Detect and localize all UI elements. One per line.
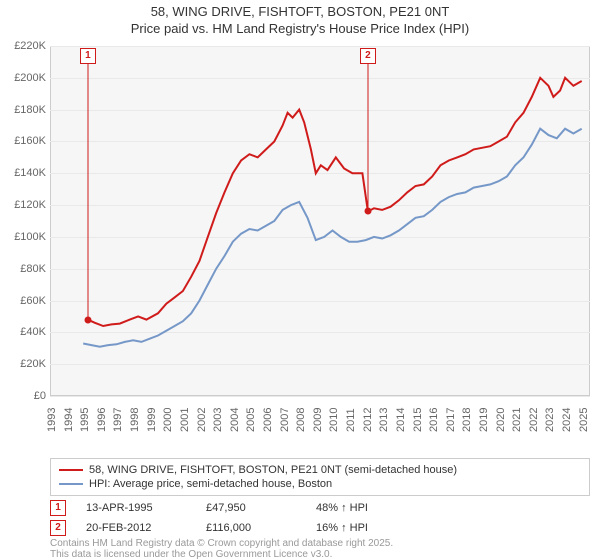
gridline-h	[50, 396, 590, 397]
sale-marker-1: 1	[50, 500, 66, 516]
x-tick-label: 2024	[561, 408, 573, 432]
x-tick-label: 2002	[196, 408, 208, 432]
y-tick-label: £100K	[2, 231, 46, 243]
legend-label-property: 58, WING DRIVE, FISHTOFT, BOSTON, PE21 0…	[89, 464, 457, 476]
y-tick-label: £20K	[2, 358, 46, 370]
marker-box-1: 1	[80, 48, 96, 64]
x-tick-label: 1993	[46, 408, 58, 432]
legend-swatch-hpi	[59, 483, 83, 485]
footer-line-2: This data is licensed under the Open Gov…	[50, 549, 393, 560]
legend-label-hpi: HPI: Average price, semi-detached house,…	[89, 478, 332, 490]
y-tick-label: £0	[2, 390, 46, 402]
y-tick-label: £80K	[2, 263, 46, 275]
sale-delta-1: 48% ↑ HPI	[316, 502, 368, 514]
x-tick-label: 2004	[229, 408, 241, 432]
x-tick-label: 2007	[279, 408, 291, 432]
x-tick-label: 2015	[412, 408, 424, 432]
x-tick-label: 1999	[146, 408, 158, 432]
x-tick-label: 2019	[478, 408, 490, 432]
y-tick-label: £120K	[2, 199, 46, 211]
y-tick-label: £200K	[2, 72, 46, 84]
sale-price-1: £47,950	[206, 502, 296, 514]
sale-row-1: 1 13-APR-1995 £47,950 48% ↑ HPI	[50, 498, 368, 518]
x-tick-label: 2003	[212, 408, 224, 432]
legend-row-property: 58, WING DRIVE, FISHTOFT, BOSTON, PE21 0…	[59, 463, 581, 477]
x-tick-label: 2009	[312, 408, 324, 432]
y-tick-label: £220K	[2, 40, 46, 52]
marker-dot-2	[364, 208, 371, 215]
sale-delta-2: 16% ↑ HPI	[316, 522, 368, 534]
x-tick-label: 2022	[528, 408, 540, 432]
footer-line-1: Contains HM Land Registry data © Crown c…	[50, 538, 393, 549]
chart-titles: 58, WING DRIVE, FISHTOFT, BOSTON, PE21 0…	[0, 0, 600, 38]
x-tick-label: 1998	[129, 408, 141, 432]
y-tick-label: £180K	[2, 104, 46, 116]
marker-dot-1	[84, 316, 91, 323]
x-tick-label: 2013	[378, 408, 390, 432]
x-tick-label: 2021	[511, 408, 523, 432]
x-tick-label: 2023	[544, 408, 556, 432]
y-tick-label: £140K	[2, 167, 46, 179]
x-tick-label: 2005	[245, 408, 257, 432]
x-tick-label: 2016	[428, 408, 440, 432]
sales-list: 1 13-APR-1995 £47,950 48% ↑ HPI 2 20-FEB…	[50, 498, 368, 538]
x-tick-label: 2000	[162, 408, 174, 432]
sale-date-1: 13-APR-1995	[86, 502, 186, 514]
x-tick-label: 1996	[96, 408, 108, 432]
marker-connector	[367, 64, 368, 211]
title-line-1: 58, WING DRIVE, FISHTOFT, BOSTON, PE21 0…	[0, 4, 600, 21]
x-tick-label: 2001	[179, 408, 191, 432]
x-tick-label: 2014	[395, 408, 407, 432]
x-tick-label: 1995	[79, 408, 91, 432]
footer: Contains HM Land Registry data © Crown c…	[50, 538, 393, 560]
marker-connector	[87, 64, 88, 320]
x-tick-label: 2006	[262, 408, 274, 432]
x-tick-label: 1997	[112, 408, 124, 432]
title-line-2: Price paid vs. HM Land Registry's House …	[0, 21, 600, 38]
legend-row-hpi: HPI: Average price, semi-detached house,…	[59, 477, 581, 491]
x-tick-label: 2017	[445, 408, 457, 432]
sale-price-2: £116,000	[206, 522, 296, 534]
x-tick-label: 2008	[295, 408, 307, 432]
x-tick-label: 2012	[362, 408, 374, 432]
chart-lines	[50, 46, 590, 396]
y-tick-label: £160K	[2, 135, 46, 147]
x-tick-label: 1994	[63, 408, 75, 432]
x-tick-label: 2011	[345, 408, 357, 432]
x-tick-label: 2020	[495, 408, 507, 432]
chart-container: 58, WING DRIVE, FISHTOFT, BOSTON, PE21 0…	[0, 0, 600, 560]
y-tick-label: £40K	[2, 326, 46, 338]
series-property	[88, 78, 582, 326]
chart-area: £0£20K£40K£60K£80K£100K£120K£140K£160K£1…	[50, 46, 590, 416]
x-tick-label: 2018	[461, 408, 473, 432]
marker-box-2: 2	[360, 48, 376, 64]
sale-row-2: 2 20-FEB-2012 £116,000 16% ↑ HPI	[50, 518, 368, 538]
x-tick-label: 2025	[578, 408, 590, 432]
y-tick-label: £60K	[2, 295, 46, 307]
legend: 58, WING DRIVE, FISHTOFT, BOSTON, PE21 0…	[50, 458, 590, 496]
legend-swatch-property	[59, 469, 83, 471]
x-tick-label: 2010	[328, 408, 340, 432]
sale-marker-2: 2	[50, 520, 66, 536]
sale-date-2: 20-FEB-2012	[86, 522, 186, 534]
